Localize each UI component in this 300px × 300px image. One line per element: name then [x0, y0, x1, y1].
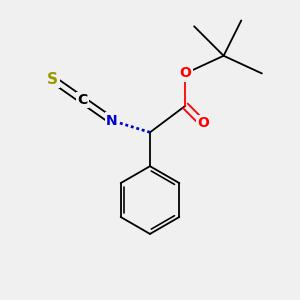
Text: O: O — [197, 116, 209, 130]
Text: O: O — [179, 66, 191, 80]
Text: C: C — [77, 93, 87, 107]
Text: N: N — [106, 114, 118, 128]
Text: S: S — [47, 72, 58, 87]
